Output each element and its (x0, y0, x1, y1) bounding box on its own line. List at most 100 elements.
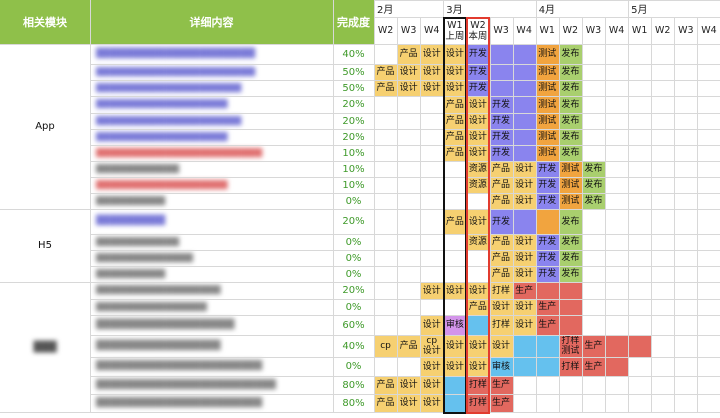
grid-line (90, 357, 720, 358)
gantt-bar: 设计 (420, 44, 444, 64)
grid-line (90, 177, 720, 178)
gantt-bar: 测试 (535, 113, 559, 129)
progress-value: 60% (342, 319, 365, 331)
gantt-bar: 生产 (489, 394, 513, 412)
progress-value: 20% (342, 99, 365, 110)
gantt-bar: 测试 (558, 193, 582, 209)
progress-value: 10% (342, 163, 365, 175)
gantt-bar: 开发 (489, 113, 513, 129)
grid-line (90, 266, 720, 267)
gantt-bar: 发布 (558, 44, 582, 64)
gantt-bar (512, 145, 536, 161)
progress-value: 20% (342, 131, 365, 143)
gantt-bar: 生产 (489, 376, 513, 394)
detail-text: ██████████████ (96, 253, 193, 263)
gantt-bar: 发布 (558, 145, 582, 161)
grid-line (90, 64, 720, 65)
gantt-bar: 开发 (535, 161, 559, 177)
gantt-bar: 发布 (558, 80, 582, 96)
detail-text: █████████████████████ (96, 116, 242, 126)
detail-text: █████████████████████ (96, 83, 242, 93)
gantt-bar: 设计 (466, 209, 490, 234)
gantt-bar: 设计 (512, 161, 536, 177)
detail-text: ██████████████████████████ (96, 380, 276, 390)
column-header-progress: 完成度 (333, 0, 374, 44)
week-header: W2 (562, 25, 579, 36)
month-header: 3月 (446, 5, 463, 16)
gantt-bar: 测试 (535, 44, 559, 64)
detail-text: ███████████████████ (96, 132, 228, 142)
grid-line (0, 44, 90, 45)
month-header: 5月 (631, 5, 648, 16)
gantt-bar: 发布 (558, 234, 582, 250)
gantt-bar: 发布 (558, 96, 582, 113)
gantt-bar: 开发 (489, 129, 513, 145)
detail-text: ██████████ (96, 216, 166, 226)
gantt-bar (512, 96, 536, 113)
week-header: W3 (400, 25, 417, 36)
progress-value: 0% (345, 236, 362, 248)
gantt-bar (605, 357, 629, 376)
gantt-bar: 设计 (443, 64, 467, 80)
grid-line (374, 0, 375, 412)
detail-text: ████████████ (96, 164, 180, 174)
gantt-bar: 设计 (420, 315, 444, 335)
grid-line (90, 161, 720, 162)
gantt-bar: 生产 (581, 335, 605, 357)
grid-line (512, 17, 514, 412)
grid-line (374, 17, 720, 18)
gantt-bar: 发布 (558, 64, 582, 80)
gantt-bar: 测试 (535, 80, 559, 96)
detail-text: ██████████████████ (96, 285, 221, 295)
gantt-bar: 打样 测试 (558, 335, 582, 357)
progress-value: 80% (342, 379, 365, 391)
grid-line (90, 44, 720, 45)
gantt-bar: 开发 (535, 177, 559, 193)
grid-line (558, 17, 560, 412)
gantt-bar: 产品 (443, 145, 467, 161)
week-header: W3 (493, 25, 509, 36)
detail-text: ████████████ (96, 237, 180, 247)
week-header: W4 (608, 25, 625, 36)
grid-line (90, 376, 720, 377)
module-name: App (35, 121, 55, 132)
gantt-bar: 设计 (443, 282, 467, 299)
gantt-bar: 发布 (558, 209, 582, 234)
grid-line (605, 17, 606, 412)
gantt-bar: 设计 (420, 64, 444, 80)
gantt-bar: 产品 (489, 266, 513, 282)
gantt-bar: 开发 (466, 64, 490, 80)
gantt-bar: 产品 (443, 96, 467, 113)
gantt-bar (558, 299, 582, 315)
progress-value: 0% (345, 301, 362, 313)
progress-value: 20% (342, 285, 365, 296)
grid-line (0, 412, 90, 413)
gantt-bar: 设计 (397, 376, 421, 394)
gantt-bar: 设计 (512, 266, 536, 282)
gantt-bar: 设计 (512, 315, 536, 335)
grid-line (90, 315, 720, 316)
gantt-bar: 设计 (466, 282, 490, 299)
grid-line (697, 17, 699, 412)
progress-value: 10% (342, 179, 365, 191)
gantt-bar: 设计 (466, 129, 490, 145)
gantt-bar: 发布 (558, 129, 582, 145)
gantt-bar: 打样 (489, 315, 513, 335)
detail-text: ██████████ (96, 269, 166, 279)
gantt-bar: 设计 (397, 64, 421, 80)
grid-line (0, 209, 90, 210)
gantt-bar: 开发 (466, 80, 490, 96)
month-header: 4月 (538, 5, 556, 16)
progress-value: 0% (345, 361, 362, 372)
gantt-bar: 打样 (558, 357, 582, 376)
gantt-bar: 资源 (466, 161, 490, 177)
progress-value: 20% (342, 216, 365, 227)
gantt-bar: 开发 (466, 44, 490, 64)
grid-line (90, 299, 720, 300)
grid-line (90, 96, 720, 97)
week-header: W2 (377, 25, 394, 36)
grid-line (90, 0, 91, 412)
gantt-bar (443, 376, 467, 394)
grid-line (90, 113, 720, 114)
week-header: W4 (701, 25, 717, 36)
